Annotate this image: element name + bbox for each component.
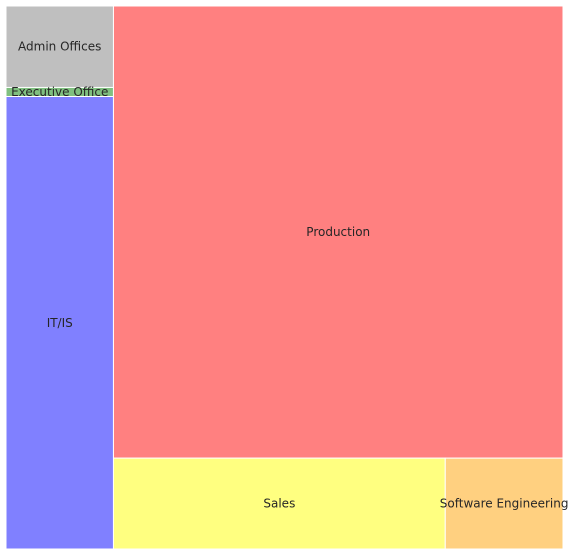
treemap-labels: Admin Offices Executive Office IT/IS Produc… (11, 40, 568, 511)
tile-production (112, 5, 564, 459)
tile-label-admin-offices: Admin Offices (18, 40, 101, 54)
treemap-tiles (5, 5, 564, 550)
tile-it-is (5, 96, 114, 550)
tile-label-it-is: IT/IS (47, 316, 73, 330)
tile-software-engineering (444, 457, 564, 550)
tile-admin-offices (5, 5, 114, 88)
tile-label-sales: Sales (263, 497, 295, 511)
tile-label-executive-office: Executive Office (11, 85, 108, 99)
tile-label-production: Production (306, 225, 370, 239)
tile-label-software-engineering: Software Engineering (440, 497, 569, 511)
tile-sales (112, 457, 446, 550)
